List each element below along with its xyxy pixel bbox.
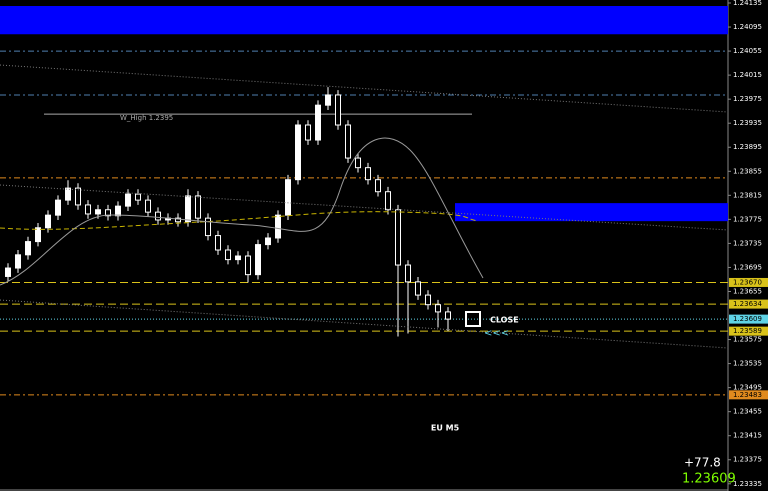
candle-body — [445, 311, 451, 320]
profit: +77.8 — [684, 456, 721, 470]
candle-body — [255, 244, 261, 276]
candle-body — [285, 179, 291, 216]
candle-body — [175, 217, 181, 223]
level-tag — [729, 314, 768, 324]
candle-body — [395, 209, 401, 266]
candle-body — [425, 294, 431, 306]
y-tick-label: 1.23375 — [733, 456, 762, 464]
candle-body — [335, 94, 341, 126]
level-tag — [729, 390, 768, 400]
candle-body — [75, 187, 81, 206]
arrows: <<< — [484, 328, 509, 339]
level-tag-label: 1.23634 — [733, 300, 762, 308]
y-tick-label: 1.23655 — [733, 287, 762, 295]
candle-body — [145, 199, 151, 213]
y-tick-label: 1.23695 — [733, 263, 762, 271]
y-tick-label: 1.23735 — [733, 239, 762, 247]
y-tick-label: 1.23775 — [733, 215, 762, 223]
level-tag — [729, 299, 768, 309]
bid-price: 1.23609 — [682, 472, 736, 487]
trend-line — [0, 64, 729, 113]
y-tick-label: 1.23855 — [733, 167, 762, 175]
close-label: CLOSE — [490, 316, 519, 325]
candle-body — [155, 211, 161, 221]
y-tick-label: 1.24135 — [733, 0, 762, 7]
candle-body — [105, 209, 111, 217]
candle-body — [385, 191, 391, 211]
price-axis — [728, 0, 768, 491]
candle-body — [235, 255, 241, 261]
y-tick-label: 1.23975 — [733, 95, 762, 103]
close-box — [465, 311, 481, 327]
candle-body — [55, 199, 61, 216]
candle-body — [435, 304, 441, 313]
level-tag-label: 1.23589 — [733, 327, 762, 335]
moving-average — [0, 211, 479, 230]
candle-body — [365, 167, 371, 181]
candle-body — [115, 205, 121, 217]
candle-body — [415, 281, 421, 296]
y-tick-label: 1.24095 — [733, 23, 762, 31]
y-tick-label: 1.23895 — [733, 143, 762, 151]
y-tick-label: 1.23535 — [733, 360, 762, 368]
candle-body — [305, 124, 311, 141]
candle-body — [25, 241, 31, 256]
candle-body — [315, 104, 321, 141]
candle-body — [15, 254, 21, 269]
candle-body — [125, 193, 131, 207]
moving-average — [0, 137, 484, 286]
candle-body — [355, 157, 361, 169]
candle-body — [65, 187, 71, 201]
level-tag — [729, 277, 768, 287]
zone — [455, 203, 728, 222]
decor — [0, 64, 729, 491]
candle-body — [295, 124, 301, 181]
w-high-label: W_High 1.2395 — [120, 114, 173, 122]
candle-body — [205, 217, 211, 237]
chart-title: EU M5 — [431, 424, 460, 433]
candle-body — [265, 237, 271, 246]
candle-body — [135, 193, 141, 201]
y-tick-label: 1.23575 — [733, 336, 762, 344]
y-tick-label: 1.23335 — [733, 480, 762, 488]
candle-body — [405, 264, 411, 283]
candle-body — [195, 195, 201, 219]
candle-body — [325, 94, 331, 106]
y-tick-label: 1.23415 — [733, 432, 762, 440]
candle-body — [5, 267, 11, 277]
candle-body — [215, 235, 221, 251]
y-tick-label: 1.23935 — [733, 119, 762, 127]
y-tick-label: 1.23455 — [733, 408, 762, 416]
candle-body — [345, 124, 351, 159]
y-tick-label: 1.24055 — [733, 47, 762, 55]
y-tick-label: 1.23815 — [733, 191, 762, 199]
y-tick-label: 1.23495 — [733, 384, 762, 392]
candle-body — [375, 179, 381, 193]
candle-body — [245, 255, 251, 276]
level-tag-label: 1.23483 — [733, 391, 762, 399]
level-tag-label: 1.23609 — [733, 315, 762, 323]
trend-line — [0, 299, 729, 349]
candle-body — [35, 227, 41, 243]
zone — [0, 6, 728, 35]
candle-body — [45, 214, 51, 229]
candle-body — [85, 204, 91, 215]
level-tag — [729, 326, 768, 336]
candle-body — [275, 214, 281, 239]
candle-body — [95, 209, 101, 215]
candle-body — [225, 249, 231, 261]
level-tag-label: 1.23670 — [733, 278, 762, 286]
candle-body — [185, 195, 191, 223]
y-tick-label: 1.24015 — [733, 71, 762, 79]
